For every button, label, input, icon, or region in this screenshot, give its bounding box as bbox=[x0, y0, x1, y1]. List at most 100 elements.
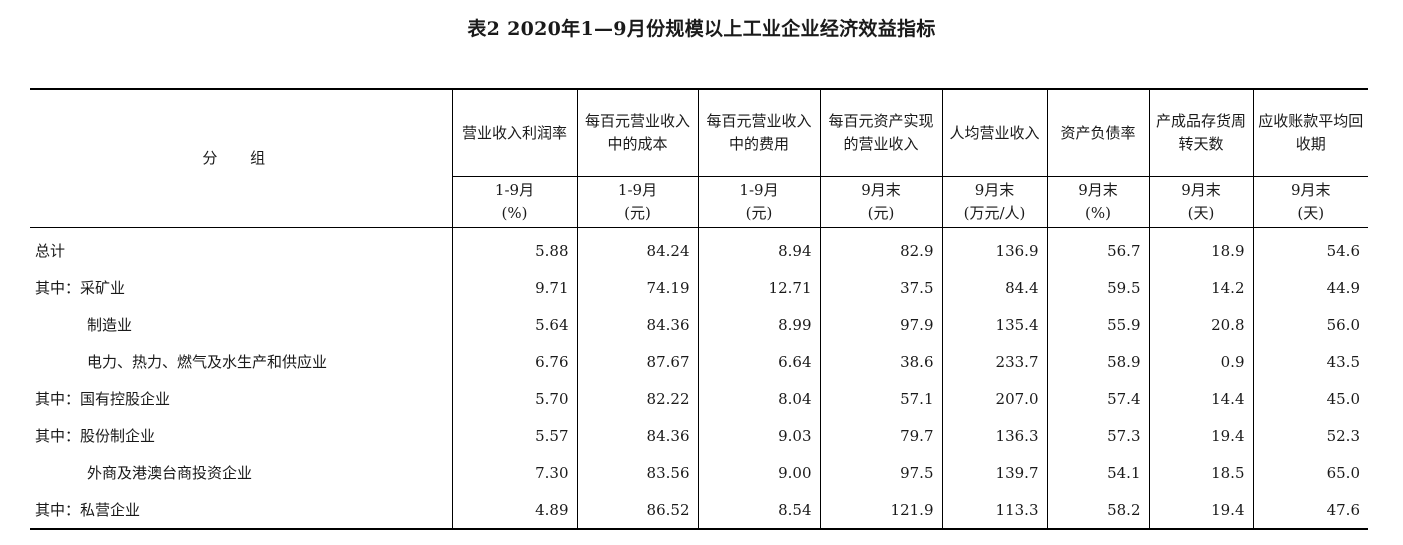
cell-value: 56.7 bbox=[1046, 227, 1149, 269]
table-row: 其中：股份制企业 5.57 84.36 9.03 79.7 136.3 57.3 19.4 52… bbox=[30, 417, 1368, 454]
column-unit: (元) bbox=[745, 204, 773, 222]
cell-value: 121.9 bbox=[819, 491, 942, 529]
cell-value: 18.9 bbox=[1148, 227, 1253, 269]
row-label-text: 电力、热力、燃气及水生产和供应业 bbox=[87, 353, 328, 371]
table-row: 制造业 5.64 84.36 8.99 97.9 135.4 55.9 20.8 56.0 bbox=[30, 306, 1368, 343]
column-header-unit: 9月末 (%) bbox=[1046, 176, 1149, 228]
cell-value: 139.7 bbox=[941, 454, 1047, 491]
cell-value: 207.0 bbox=[941, 380, 1047, 417]
cell-value: 9.00 bbox=[697, 454, 820, 491]
row-label: 外商及港澳台商投资企业 bbox=[30, 454, 452, 491]
row-label: 其中：国有控股企业 bbox=[30, 380, 452, 417]
group-header: 分 组 bbox=[30, 89, 452, 228]
row-prefix: 其中： bbox=[35, 390, 81, 408]
cell-value: 8.94 bbox=[697, 227, 820, 269]
cell-value: 97.9 bbox=[819, 306, 942, 343]
cell-value: 74.19 bbox=[576, 269, 698, 306]
cell-value: 84.36 bbox=[576, 417, 698, 454]
column-header-name: 每百元营业收入中的费用 bbox=[697, 89, 820, 177]
row-label-text: 股份制企业 bbox=[80, 427, 156, 445]
table-row: 外商及港澳台商投资企业 7.30 83.56 9.00 97.5 139.7 54.1 18.… bbox=[30, 454, 1368, 491]
column-period: 9月末 bbox=[1290, 181, 1331, 199]
cell-value: 135.4 bbox=[941, 306, 1047, 343]
column-unit: (元) bbox=[624, 204, 651, 222]
column-header-unit: 9月末 (天) bbox=[1252, 176, 1368, 228]
cell-value: 14.4 bbox=[1148, 380, 1253, 417]
cell-value: 58.2 bbox=[1046, 491, 1149, 529]
cell-value: 14.2 bbox=[1148, 269, 1253, 306]
row-label-text: 国有控股企业 bbox=[80, 390, 171, 408]
column-header-name: 产成品存货周转天数 bbox=[1148, 89, 1253, 177]
row-label: 制造业 bbox=[30, 306, 452, 343]
column-period: 1-9月 bbox=[739, 181, 779, 199]
cell-value: 54.1 bbox=[1046, 454, 1149, 491]
column-period: 9月末 bbox=[861, 181, 901, 199]
row-prefix: 其中： bbox=[35, 501, 81, 519]
column-header-name: 资产负债率 bbox=[1046, 89, 1149, 177]
cell-value: 47.6 bbox=[1252, 491, 1368, 529]
cell-value: 97.5 bbox=[819, 454, 942, 491]
column-header-name: 营业收入利润率 bbox=[451, 89, 577, 177]
row-prefix: 其中： bbox=[35, 427, 81, 445]
cell-value: 56.0 bbox=[1252, 306, 1368, 343]
column-period: 9月末 bbox=[1181, 181, 1221, 199]
cell-value: 136.9 bbox=[941, 227, 1047, 269]
cell-value: 43.5 bbox=[1252, 343, 1368, 380]
cell-value: 37.5 bbox=[819, 269, 942, 306]
table-row: 总计 5.88 84.24 8.94 82.9 136.9 56.7 18.9 54.6 bbox=[30, 227, 1368, 270]
cell-value: 79.7 bbox=[819, 417, 942, 454]
cell-value: 87.67 bbox=[576, 343, 698, 380]
column-unit: (万元/人) bbox=[963, 204, 1026, 222]
cell-value: 57.4 bbox=[1046, 380, 1149, 417]
cell-value: 58.9 bbox=[1046, 343, 1149, 380]
cell-value: 6.64 bbox=[697, 343, 820, 380]
cell-value: 12.71 bbox=[697, 269, 820, 306]
cell-value: 18.5 bbox=[1148, 454, 1253, 491]
column-header-unit: 1-9月 (元) bbox=[576, 176, 698, 228]
cell-value: 65.0 bbox=[1252, 454, 1368, 491]
cell-value: 57.1 bbox=[819, 380, 942, 417]
cell-value: 9.71 bbox=[451, 269, 577, 306]
cell-value: 38.6 bbox=[819, 343, 942, 380]
column-period: 1-9月 bbox=[494, 181, 535, 199]
row-label-text: 制造业 bbox=[87, 316, 133, 334]
row-label: 其中：采矿业 bbox=[30, 269, 452, 306]
cell-value: 57.3 bbox=[1046, 417, 1149, 454]
row-label: 总计 bbox=[30, 228, 452, 270]
cell-value: 55.9 bbox=[1046, 306, 1149, 343]
cell-value: 84.36 bbox=[576, 306, 698, 343]
cell-value: 6.76 bbox=[451, 343, 577, 380]
cell-value: 233.7 bbox=[941, 343, 1047, 380]
cell-value: 8.04 bbox=[697, 380, 820, 417]
cell-value: 45.0 bbox=[1252, 380, 1368, 417]
column-header-name: 每百元资产实现的营业收入 bbox=[819, 89, 942, 177]
column-header-unit: 9月末 (天) bbox=[1148, 176, 1253, 228]
cell-value: 54.6 bbox=[1252, 227, 1368, 269]
column-header-name: 人均营业收入 bbox=[941, 89, 1047, 177]
cell-value: 19.4 bbox=[1148, 491, 1253, 529]
table-row: 电力、热力、燃气及水生产和供应业 6.76 87.67 6.64 38.6 233.7 58… bbox=[30, 343, 1368, 380]
column-unit: (%) bbox=[1085, 204, 1111, 222]
table-row: 其中：采矿业 9.71 74.19 12.71 37.5 84.4 59.5 14.2 44.9 bbox=[30, 269, 1368, 306]
cell-value: 5.57 bbox=[451, 417, 577, 454]
column-period: 9月末 bbox=[1078, 181, 1118, 199]
cell-value: 52.3 bbox=[1252, 417, 1368, 454]
cell-value: 4.89 bbox=[451, 491, 577, 529]
row-label-text: 私营企业 bbox=[80, 501, 141, 519]
cell-value: 7.30 bbox=[451, 454, 577, 491]
column-unit: (元) bbox=[867, 204, 895, 222]
cell-value: 86.52 bbox=[576, 491, 698, 529]
cell-value: 8.99 bbox=[697, 306, 820, 343]
cell-value: 82.9 bbox=[819, 227, 942, 269]
cell-value: 19.4 bbox=[1148, 417, 1253, 454]
row-label: 电力、热力、燃气及水生产和供应业 bbox=[30, 343, 452, 380]
cell-value: 44.9 bbox=[1252, 269, 1368, 306]
cell-value: 5.88 bbox=[451, 227, 577, 269]
column-header-unit: 1-9月 (元) bbox=[697, 176, 820, 228]
cell-value: 5.64 bbox=[451, 306, 577, 343]
row-label: 其中：私营企业 bbox=[30, 491, 452, 529]
cell-value: 9.03 bbox=[697, 417, 820, 454]
cell-value: 0.9 bbox=[1148, 343, 1253, 380]
row-label: 其中：股份制企业 bbox=[30, 417, 452, 454]
column-unit: (天) bbox=[1297, 204, 1325, 222]
